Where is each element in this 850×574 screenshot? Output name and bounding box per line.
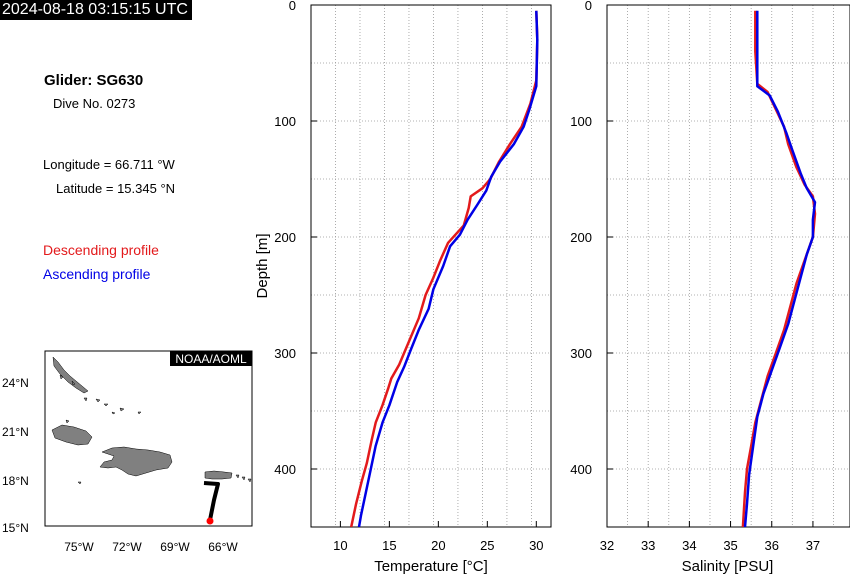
map-lon-tick: 69°W	[160, 540, 190, 554]
glider-title: Glider: SG630	[44, 72, 144, 89]
y-tick-label: 200	[570, 230, 592, 245]
timestamp: 2024-08-18 03:15:15 UTC	[0, 0, 192, 20]
map-credit-box	[170, 351, 252, 366]
y-tick-label: 300	[274, 346, 296, 361]
x-tick-label: 10	[333, 538, 347, 553]
plot-frame	[606, 4, 850, 528]
map-lat-tick: 24°N	[2, 376, 29, 390]
x-tick-label: 36	[765, 538, 779, 553]
x-axis-label: Salinity [PSU]	[682, 558, 774, 574]
latitude-readout: Latitude = 15.345 °N	[56, 181, 176, 196]
x-tick-label: 32	[600, 538, 614, 553]
y-tick-label: 100	[274, 114, 296, 129]
x-tick-label: 34	[682, 538, 696, 553]
y-tick-label: 100	[570, 114, 592, 129]
map-land	[51, 356, 252, 485]
dive-number: Dive No. 0273	[53, 96, 136, 111]
y-tick-label: 300	[570, 346, 592, 361]
map-credit: NOAA/AOML	[175, 352, 247, 366]
x-tick-label: 20	[431, 538, 445, 553]
x-tick-label: 37	[806, 538, 820, 553]
y-tick-label: 400	[570, 462, 592, 477]
y-axis-label: Depth [m]	[254, 233, 271, 298]
plot-frame	[310, 4, 552, 528]
x-tick-label: 15	[382, 538, 396, 553]
map-lat-tick: 18°N	[2, 474, 29, 488]
temperature-ascending-line	[357, 10, 539, 527]
map-lat-tick: 21°N	[2, 425, 29, 439]
legend-descending: Descending profile	[43, 242, 159, 258]
map-lon-tick: 72°W	[112, 540, 142, 554]
x-tick-label: 30	[529, 538, 543, 553]
x-tick-label: 35	[723, 538, 737, 553]
legend-ascending: Ascending profile	[43, 266, 151, 282]
map-lat-tick: 15°N	[2, 521, 29, 535]
longitude-readout: Longitude = 66.711 °W	[43, 157, 175, 172]
y-tick-label: 200	[274, 230, 296, 245]
temperature-descending-line	[349, 10, 539, 527]
x-axis-label: Temperature [°C]	[374, 558, 488, 574]
y-tick-label: 400	[274, 462, 296, 477]
x-tick-label: 25	[480, 538, 494, 553]
x-tick-label: 33	[641, 538, 655, 553]
map-lon-tick: 66°W	[208, 540, 238, 554]
salinity-ascending-line	[743, 10, 817, 527]
glider-position	[206, 517, 214, 525]
y-tick-label: 0	[289, 0, 296, 13]
map-lon-tick: 75°W	[64, 540, 94, 554]
glider-track	[203, 481, 220, 521]
y-tick-label: 0	[585, 0, 592, 13]
